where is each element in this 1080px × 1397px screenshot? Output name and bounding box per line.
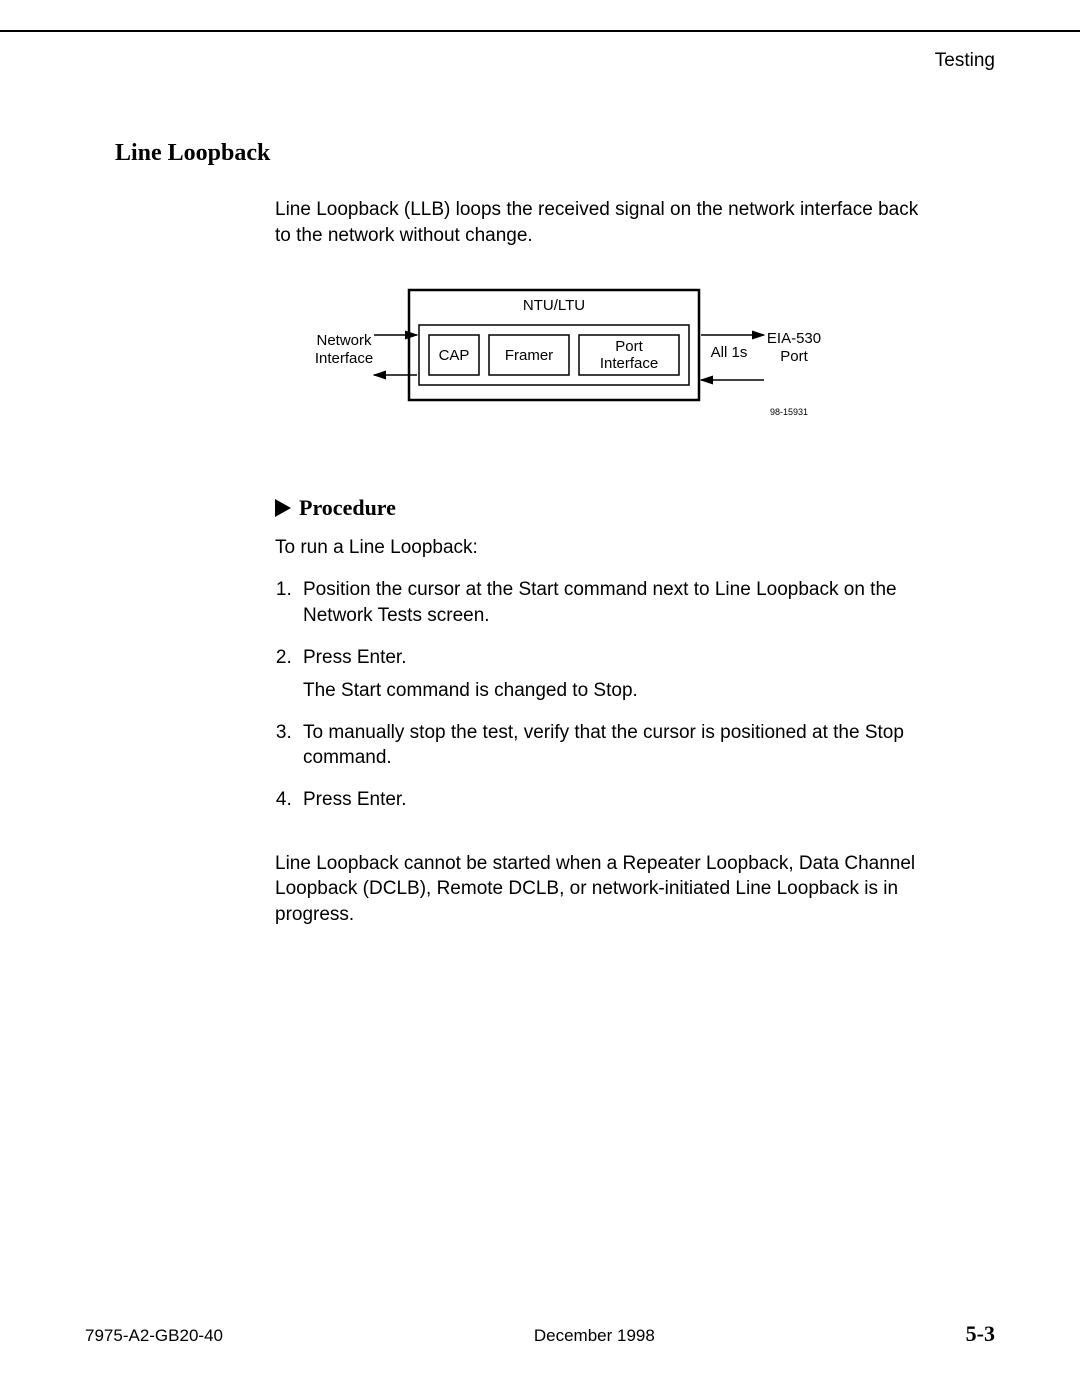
step-2-text: Press Enter. (303, 647, 407, 668)
procedure-heading-row: Procedure (275, 495, 935, 521)
diagram-ref: 98-15931 (770, 407, 808, 417)
footer-doc-id: 7975-A2-GB20-40 (85, 1326, 223, 1346)
step-4-text: Press Enter. (303, 789, 407, 810)
footer-date: December 1998 (534, 1326, 655, 1346)
intro-paragraph: Line Loopback (LLB) loops the received s… (275, 197, 935, 248)
page-footer: 7975-A2-GB20-40 December 1998 5-3 (85, 1321, 995, 1347)
procedure-arrow-icon (275, 499, 291, 517)
step-3: To manually stop the test, verify that t… (297, 720, 935, 771)
node-cap-label: CAP (439, 347, 470, 364)
left-label-1: Network (316, 332, 372, 349)
loopback-diagram: NTU/LTU CAP Framer Port Interface Networ… (289, 280, 935, 445)
header-rule (0, 30, 1080, 32)
left-label-2: Interface (315, 350, 373, 367)
diagram-svg: NTU/LTU CAP Framer Port Interface Networ… (289, 280, 849, 440)
node-port-label2: Interface (600, 355, 658, 372)
step-1: Position the cursor at the Start command… (297, 577, 935, 628)
page: Testing Line Loopback Line Loopback (LLB… (0, 0, 1080, 1397)
node-port-label1: Port (615, 338, 643, 355)
mid-text: All 1s (711, 344, 748, 361)
step-1-text: Position the cursor at the Start command… (303, 579, 897, 626)
diagram-title: NTU/LTU (523, 297, 585, 314)
right-label-2: Port (780, 348, 808, 365)
step-2-sub: The Start command is changed to Stop. (303, 678, 935, 704)
right-label-1: EIA-530 (767, 330, 821, 347)
footer-page-number: 5-3 (966, 1321, 995, 1347)
step-3-text: To manually stop the test, verify that t… (303, 722, 904, 769)
node-framer-label: Framer (505, 347, 553, 364)
section-title: Line Loopback (115, 140, 995, 167)
procedure-note: Line Loopback cannot be started when a R… (275, 851, 935, 928)
content: Line Loopback Line Loopback (LLB) loops … (85, 140, 995, 928)
procedure-intro: To run a Line Loopback: (275, 537, 935, 559)
procedure-steps: Position the cursor at the Start command… (297, 577, 935, 812)
header-section-name: Testing (935, 50, 995, 72)
page-header: Testing (85, 50, 995, 80)
procedure-title: Procedure (299, 495, 396, 521)
step-4: Press Enter. (297, 787, 935, 813)
step-2: Press Enter. The Start command is change… (297, 645, 935, 704)
body-block: Line Loopback (LLB) loops the received s… (275, 197, 935, 928)
